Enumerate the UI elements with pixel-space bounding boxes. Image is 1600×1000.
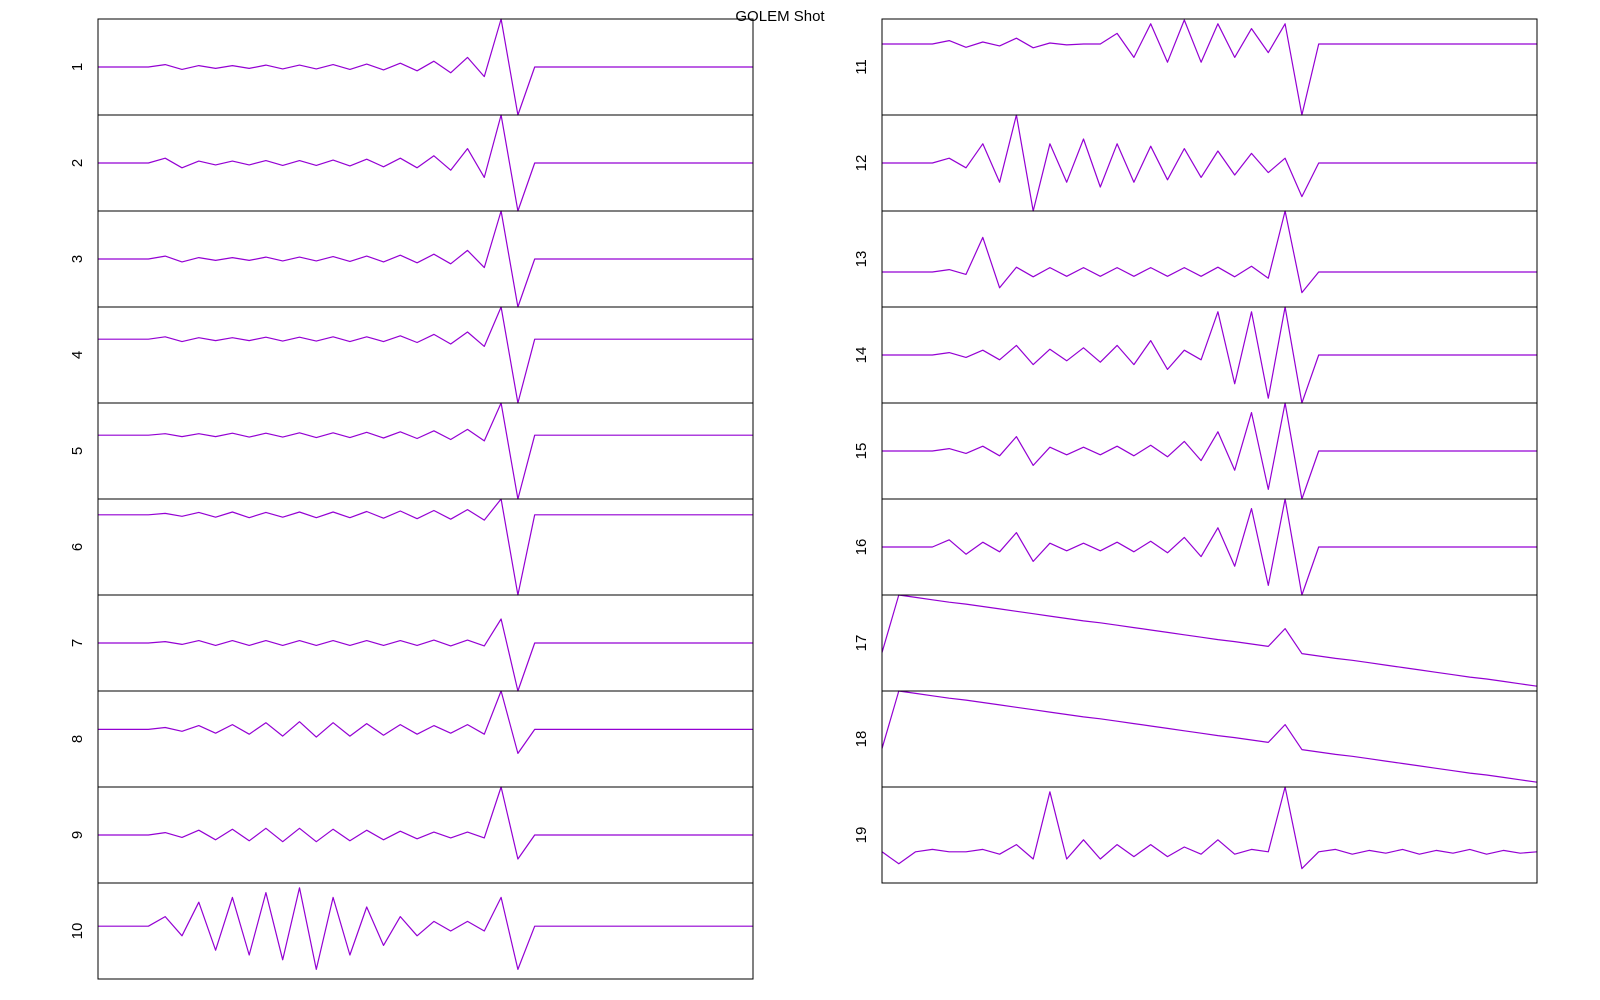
panel-frame [97,402,754,500]
signal-line [881,690,1538,783]
panel-frame [97,882,754,980]
panel-frame [881,690,1538,788]
panel-label: 11 [853,59,870,75]
panel-label: 3 [69,255,86,263]
panel-frame [881,786,1538,884]
panel-frame [881,594,1538,692]
signal-line [98,18,753,116]
panel-label: 12 [853,155,870,172]
panel-frame [881,210,1538,308]
panel-label: 14 [853,347,870,364]
signal-line [98,402,753,500]
panel-label: 1 [69,63,86,71]
panel-label: 9 [69,831,86,839]
signal-line [882,114,1537,212]
panel-frame [97,690,754,788]
chart-title: GOLEM Shot [735,8,825,25]
signal-line [882,402,1537,500]
panel-label: 17 [853,635,870,652]
signal-line [881,594,1538,687]
panel-label: 2 [69,159,86,167]
panel-label: 10 [69,923,86,940]
panel-frame [97,306,754,404]
panel-label: 8 [69,735,86,743]
signal-line [882,19,1537,116]
signal-line [98,786,753,860]
signal-line [881,786,1538,870]
signal-line [98,887,753,971]
panel-label: 13 [853,251,870,268]
panel-label: 7 [69,639,86,647]
signal-line [882,210,1537,294]
panel-label: 5 [69,447,86,455]
panel-label: 4 [69,351,86,359]
panel-label: 19 [853,827,870,844]
signal-line [98,306,753,404]
signal-line [98,618,753,692]
signal-line [98,210,753,308]
signal-line [98,498,753,596]
signal-line [882,498,1537,596]
signal-line [98,690,753,755]
signal-line [882,306,1537,404]
panel-label: 6 [69,543,86,551]
panel-label: 16 [853,539,870,556]
panel-label: 18 [853,731,870,748]
panel-frame [881,18,1538,116]
panel-label: 15 [853,443,870,460]
signal-line [98,114,753,212]
